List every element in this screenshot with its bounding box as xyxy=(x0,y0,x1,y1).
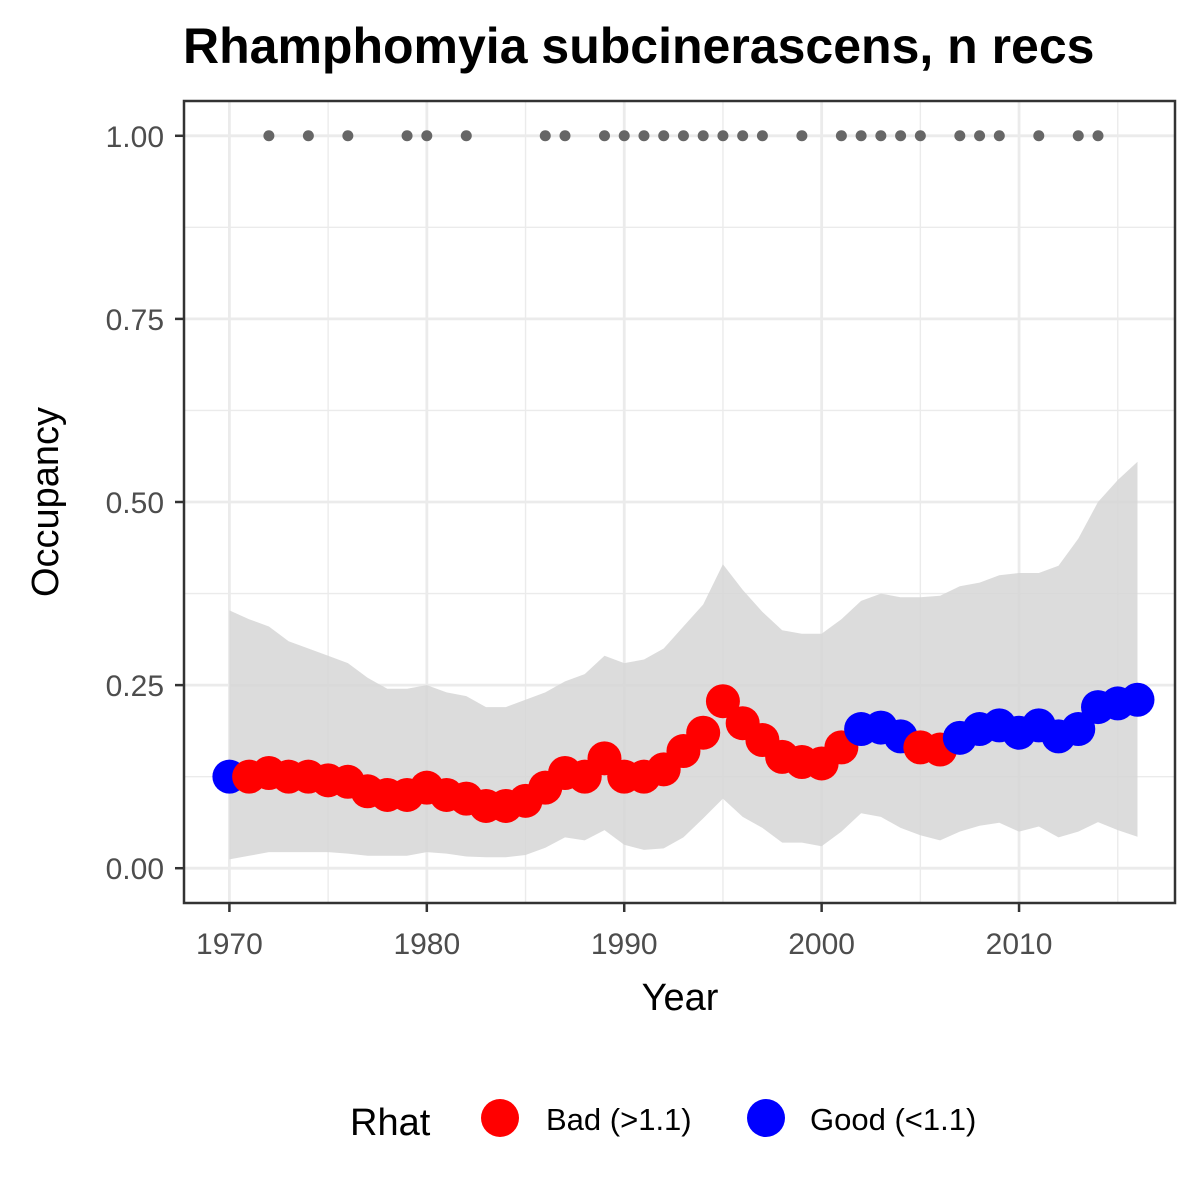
occupancy-point xyxy=(705,684,740,719)
record-point xyxy=(697,130,709,142)
record-point xyxy=(421,130,433,142)
record-point xyxy=(796,130,808,142)
x-axis-title: Year xyxy=(642,977,719,1019)
x-tick-label: 2010 xyxy=(986,928,1053,961)
plot-panel xyxy=(182,99,1177,905)
y-axis-title: Occupancy xyxy=(25,407,67,597)
y-tick-label: 0.00 xyxy=(106,853,164,886)
chart-title: Rhamphomyia subcinerascens, n recs xyxy=(183,18,1094,74)
record-point xyxy=(1092,130,1104,142)
legend-title: Rhat xyxy=(350,1102,431,1144)
record-point xyxy=(914,130,926,142)
legend-label-good: Good (<1.1) xyxy=(810,1102,976,1137)
record-point xyxy=(835,130,847,142)
occupancy-point xyxy=(1120,682,1155,717)
record-point xyxy=(1072,130,1084,142)
record-point xyxy=(1033,130,1045,142)
x-tick-label: 2000 xyxy=(788,928,855,961)
y-tick-label: 1.00 xyxy=(106,121,164,154)
occupancy-point xyxy=(686,715,721,750)
y-tick-label: 0.75 xyxy=(106,304,164,337)
legend: Rhat Bad (>1.1) Good (<1.1) xyxy=(350,1099,976,1144)
legend-key-bad xyxy=(481,1099,519,1137)
record-point xyxy=(677,130,689,142)
y-tick-label: 0.50 xyxy=(106,487,164,520)
x-tick-label: 1970 xyxy=(196,928,263,961)
record-point xyxy=(875,130,887,142)
x-tick-label: 1980 xyxy=(393,928,460,961)
record-point xyxy=(559,130,571,142)
record-point xyxy=(263,130,275,142)
record-point xyxy=(302,130,314,142)
record-point xyxy=(658,130,670,142)
record-point xyxy=(638,130,650,142)
record-point xyxy=(756,130,768,142)
x-axis: 1970 1980 1990 2000 2010 xyxy=(196,903,1052,961)
legend-label-bad: Bad (>1.1) xyxy=(546,1102,692,1137)
y-axis: 0.00 0.25 0.50 0.75 1.00 xyxy=(106,121,184,886)
record-point xyxy=(460,130,472,142)
record-point xyxy=(539,130,551,142)
record-point xyxy=(342,130,354,142)
y-tick-label: 0.25 xyxy=(106,670,164,703)
record-point xyxy=(717,130,729,142)
record-point xyxy=(598,130,610,142)
record-point xyxy=(855,130,867,142)
record-point xyxy=(895,130,907,142)
record-point xyxy=(401,130,413,142)
record-point xyxy=(974,130,986,142)
record-point xyxy=(954,130,966,142)
record-point xyxy=(993,130,1005,142)
legend-key-good xyxy=(747,1099,785,1137)
x-tick-label: 1990 xyxy=(591,928,658,961)
record-point xyxy=(618,130,630,142)
occupancy-point xyxy=(1061,712,1096,747)
record-point xyxy=(737,130,749,142)
